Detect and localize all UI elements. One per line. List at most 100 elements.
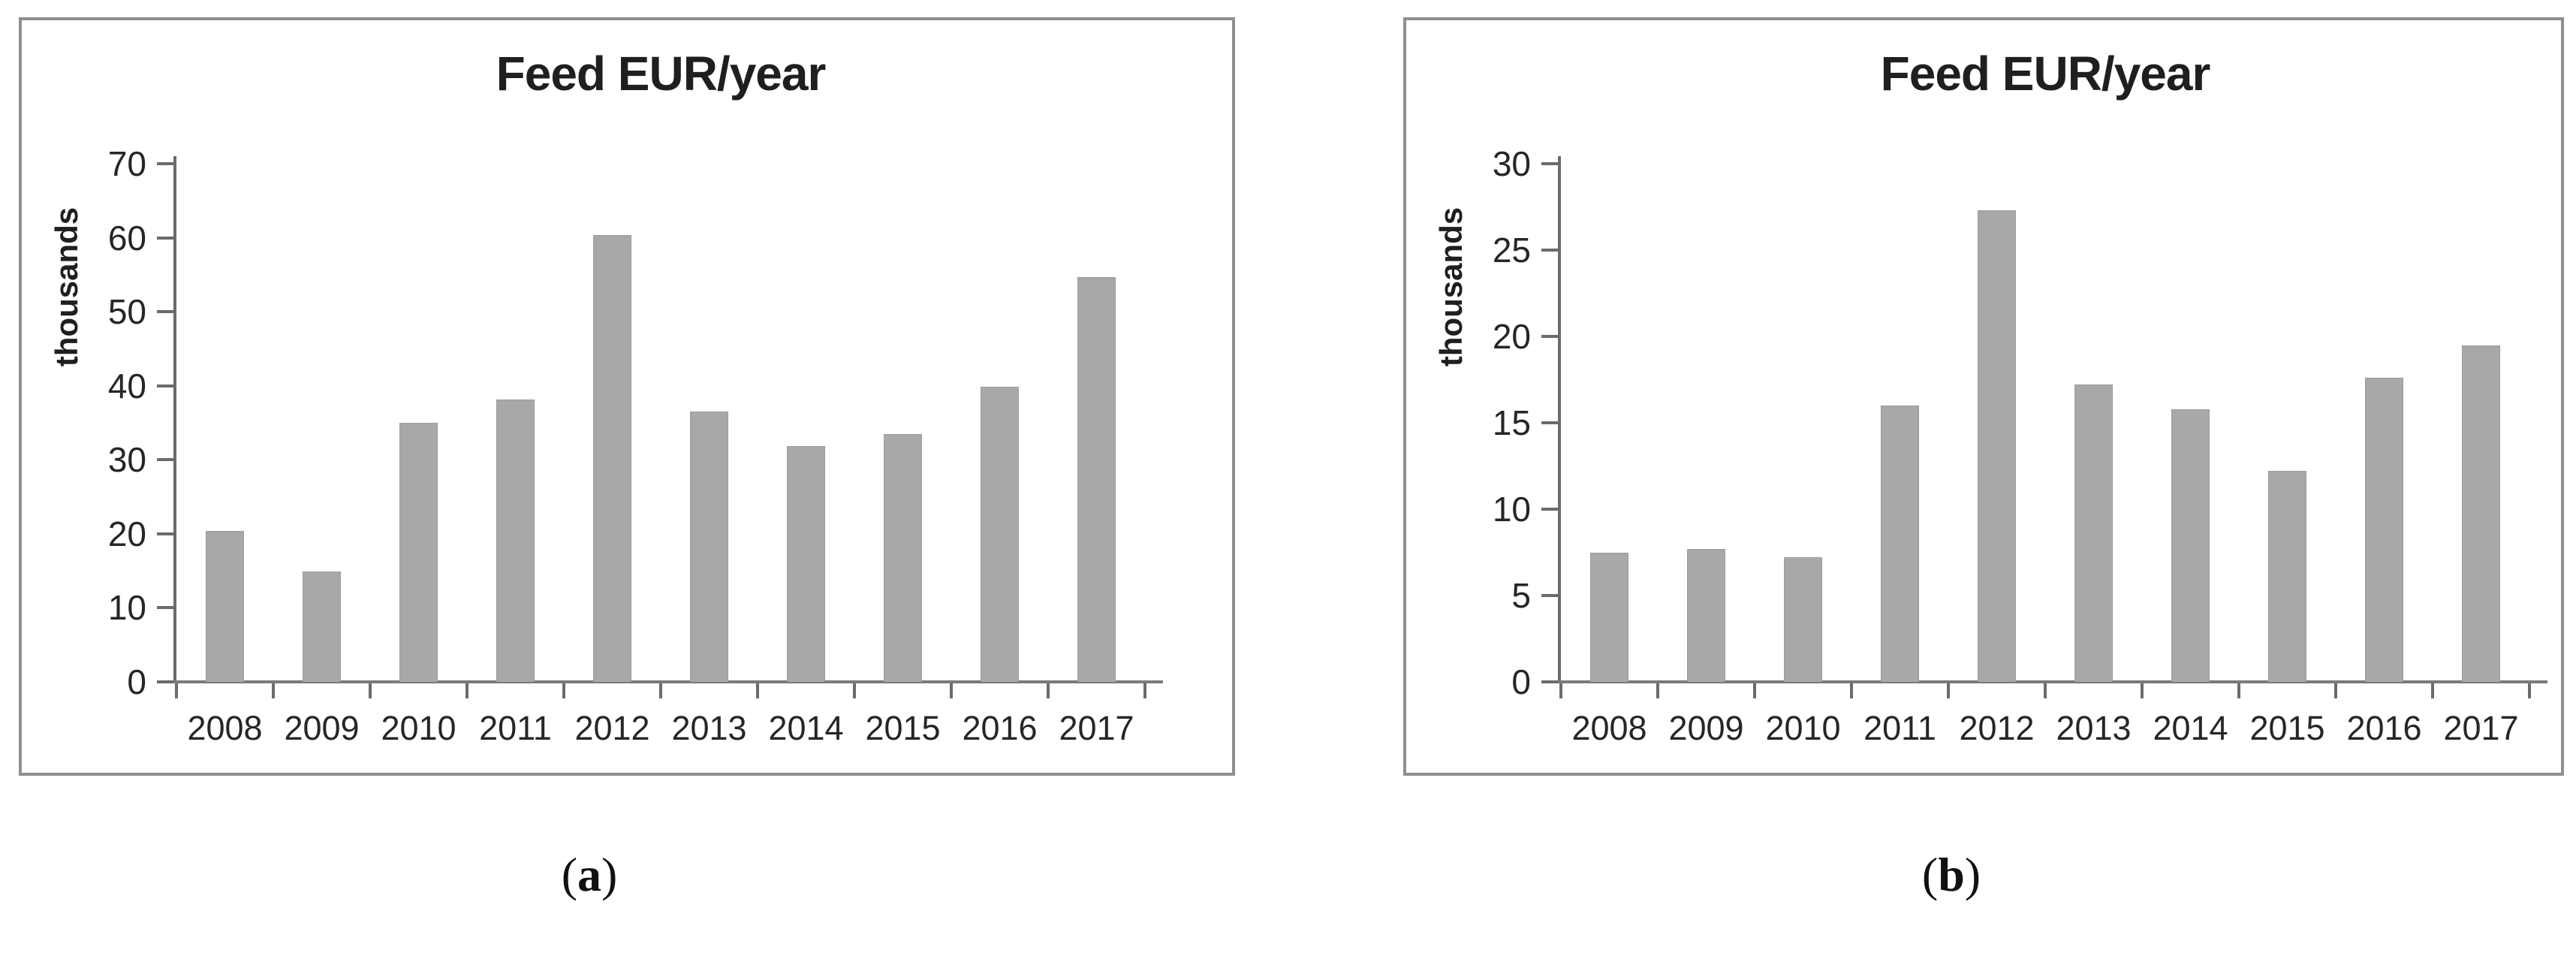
y-axis-tick <box>157 162 173 165</box>
x-category-label: 2010 <box>381 709 456 747</box>
x-axis-tick <box>562 683 565 698</box>
bar-2010 <box>399 423 438 682</box>
y-axis-tick <box>157 310 173 314</box>
y-axis-tick <box>1541 421 1558 424</box>
bar-2008 <box>1590 552 1628 682</box>
y-axis-tick-label: 0 <box>127 662 146 701</box>
chart-title-a: Feed EUR/year <box>496 47 827 101</box>
x-axis-tick <box>756 683 759 698</box>
x-axis-tick <box>2141 683 2144 698</box>
x-axis-tick <box>2431 683 2434 698</box>
x-category-label: 2016 <box>2346 709 2422 747</box>
x-axis-tick <box>272 683 275 698</box>
y-axis-tick-label: 20 <box>107 514 146 553</box>
bar-2015 <box>2268 471 2306 682</box>
x-category-label: 2017 <box>1059 709 1134 747</box>
y-axis-tick-label: 0 <box>1511 662 1531 701</box>
caption-a: (a) <box>19 847 1160 903</box>
bar-2015 <box>884 433 922 682</box>
x-axis-line <box>1558 680 2547 683</box>
y-axis-tick-label: 10 <box>107 588 146 628</box>
y-axis-line <box>173 156 176 682</box>
bar-2012 <box>593 234 631 682</box>
bar-2013 <box>690 412 728 682</box>
y-axis-tick-label: 50 <box>107 292 146 332</box>
chart-panel-a: Feed EUR/year thousands 0 10 20 30 40 50 60 70 2… <box>19 17 1235 776</box>
y-axis-tick-label: 15 <box>1492 403 1531 442</box>
x-axis-tick <box>465 683 469 698</box>
bar-2009 <box>303 571 341 682</box>
bar-2014 <box>2171 409 2210 682</box>
caption-paren-open: ( <box>561 848 577 901</box>
bar-2016 <box>2365 378 2403 682</box>
x-category-label: 2013 <box>2056 709 2132 747</box>
x-category-label: 2016 <box>962 709 1038 747</box>
x-axis-tick <box>1947 683 1950 698</box>
y-axis-tick-label: 70 <box>107 144 146 183</box>
x-category-label: 2015 <box>2249 709 2325 747</box>
x-axis-tick <box>1656 683 1659 698</box>
caption-letter: b <box>1938 848 1965 901</box>
x-axis-tick <box>2237 683 2240 698</box>
y-axis-tick <box>1541 162 1558 165</box>
plot-area-b: 0 5 10 15 20 25 30 2008 2009 2010 2011 2012 2013 2014… <box>1493 146 2547 747</box>
bar-2013 <box>2074 384 2113 682</box>
x-axis-tick <box>659 683 662 698</box>
chart-panel-b: Feed EUR/year thousands 0 5 10 15 20 25 30 2008… <box>1403 17 2564 776</box>
caption-letter: a <box>577 848 601 901</box>
y-axis-tick-label: 30 <box>107 440 146 480</box>
x-category-label: 2011 <box>479 709 552 747</box>
x-axis-tick <box>175 683 178 698</box>
x-axis-tick <box>1047 683 1050 698</box>
caption-paren-close: ) <box>601 848 618 901</box>
x-axis-tick <box>1559 683 1562 698</box>
x-axis-tick <box>1753 683 1756 698</box>
bar-2011 <box>496 400 535 682</box>
y-axis-tick-label: 5 <box>1511 576 1531 615</box>
bar-2008 <box>206 530 244 682</box>
plot-area-a: 0 10 20 30 40 50 60 70 2008 2009 2010 2011 2012 2013 2… <box>108 146 1163 747</box>
y-axis-line <box>1558 156 1561 682</box>
x-category-label: 2008 <box>1571 709 1647 747</box>
x-category-label: 2009 <box>284 709 360 747</box>
x-category-label: 2017 <box>2443 709 2519 747</box>
y-axis-tick <box>157 236 173 240</box>
x-category-label: 2014 <box>768 709 844 747</box>
x-category-label: 2009 <box>1668 709 1744 747</box>
x-axis-tick <box>853 683 856 698</box>
y-axis-tick <box>157 680 173 683</box>
x-category-label: 2012 <box>574 709 650 747</box>
x-axis-tick <box>2044 683 2047 698</box>
y-axis-tick-label: 10 <box>1492 490 1531 529</box>
x-axis-tick <box>1143 683 1146 698</box>
bar-2017 <box>2462 345 2500 682</box>
bar-2016 <box>981 386 1019 682</box>
y-axis-tick <box>157 532 173 535</box>
bar-2017 <box>1077 276 1116 682</box>
x-category-label: 2011 <box>1863 709 1936 747</box>
bar-2009 <box>1687 548 1725 682</box>
y-axis-tick <box>157 606 173 610</box>
caption-paren-open: ( <box>1921 848 1939 901</box>
x-axis-tick <box>2528 683 2531 698</box>
x-category-label: 2013 <box>671 709 747 747</box>
y-axis-tick <box>1541 249 1558 252</box>
bar-2011 <box>1881 406 1919 682</box>
x-axis-tick <box>2334 683 2337 698</box>
y-axis-tick <box>1541 335 1558 338</box>
bar-2010 <box>1784 557 1822 682</box>
y-axis-tick <box>1541 594 1558 597</box>
bar-2014 <box>787 445 825 682</box>
y-axis-tick-label: 20 <box>1492 317 1531 356</box>
caption-b: (b) <box>1403 847 2499 903</box>
y-axis-tick-label: 25 <box>1492 231 1531 270</box>
x-category-label: 2015 <box>865 709 941 747</box>
y-axis-tick <box>1541 508 1558 511</box>
x-category-label: 2012 <box>1959 709 2035 747</box>
y-axis-tick <box>157 458 173 462</box>
y-axis-tick <box>1541 680 1558 683</box>
y-axis-tick-label: 30 <box>1492 144 1531 183</box>
x-category-label: 2008 <box>187 709 263 747</box>
x-axis-tick <box>1850 683 1853 698</box>
